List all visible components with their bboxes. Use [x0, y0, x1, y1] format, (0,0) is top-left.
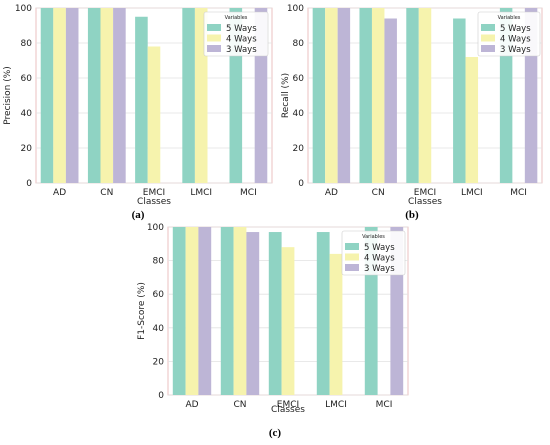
y-tick-label: 100 — [287, 4, 304, 14]
x-tick-label: LMCI — [461, 188, 483, 198]
legend-label-five-ways: 5 Ways — [226, 24, 257, 34]
bar-five-ways — [406, 8, 419, 183]
y-tick-label: 20 — [293, 144, 305, 154]
legend-label-five-ways: 5 Ways — [364, 243, 395, 253]
x-tick-label: AD — [53, 188, 66, 198]
bar-four-ways — [329, 253, 343, 395]
y-tick-label: 60 — [153, 290, 165, 300]
legend-swatch-three-ways — [481, 45, 495, 52]
x-axis-label: Classes — [137, 197, 171, 207]
bar-three-ways — [246, 232, 260, 395]
bar-four-ways — [100, 8, 114, 183]
bar-four-ways — [185, 227, 199, 395]
bar-four-ways — [281, 247, 295, 395]
legend-swatch-three-ways — [345, 264, 359, 271]
x-tick-label: CN — [233, 400, 246, 410]
chart-b: (b) 0 20 40 60 80 100 AD CN EMCI LMCI MCI Classes Re… — [281, 4, 543, 221]
x-tick-label: MCI — [240, 188, 257, 198]
x-tick-label: MCI — [510, 188, 527, 198]
bar-five-ways — [182, 8, 195, 183]
bar-four-ways — [53, 8, 66, 183]
y-tick-label: 20 — [21, 144, 33, 154]
bar-four-ways — [371, 8, 385, 183]
x-tick-label: MCI — [376, 400, 393, 410]
chart-a: (a) 0 20 40 60 80 100 AD CN EMCI LMCI MCI Classes Pr… — [3, 4, 273, 221]
legend-label-three-ways: 3 Ways — [364, 264, 395, 274]
y-tick-label: 60 — [293, 74, 305, 84]
legend-title: Variables — [362, 234, 385, 240]
y-tick-label: 100 — [147, 223, 164, 233]
bar-five-ways — [135, 16, 148, 183]
x-tick-label: CN — [372, 188, 385, 198]
chart-c: (c) 0 20 40 60 80 100 AD CN EMCI LMCI MCI Classes F1… — [137, 223, 409, 439]
x-tick-label: LMCI — [325, 400, 347, 410]
bar-three-ways — [65, 8, 79, 183]
y-tick-label: 80 — [21, 39, 33, 49]
bar-four-ways — [465, 57, 479, 183]
y-tick-label: 80 — [153, 257, 165, 267]
x-tick-label: LMCI — [190, 188, 212, 198]
legend-title: Variables — [498, 15, 521, 21]
legend-label-four-ways: 4 Ways — [226, 35, 257, 45]
y-tick-label: 0 — [158, 391, 164, 401]
y-tick-label: 100 — [15, 4, 32, 14]
y-tick-label: 80 — [293, 39, 305, 49]
bar-three-ways — [337, 8, 351, 183]
x-tick-label: EMCI — [277, 400, 299, 410]
caption-a: (a) — [132, 209, 145, 221]
bar-four-ways — [147, 46, 161, 183]
bar-five-ways — [40, 8, 54, 183]
bar-five-ways — [359, 8, 372, 183]
caption-c: (c) — [269, 427, 282, 439]
bar-three-ways — [113, 8, 126, 183]
legend-swatch-three-ways — [207, 45, 221, 52]
legend-swatch-five-ways — [345, 243, 359, 250]
y-tick-label: 60 — [21, 74, 33, 84]
bar-five-ways — [268, 232, 282, 395]
bar-five-ways — [172, 227, 186, 395]
y-axis-label: Recall (%) — [281, 73, 291, 118]
legend-swatch-five-ways — [481, 24, 495, 31]
x-axis-label: Classes — [408, 197, 442, 207]
bar-four-ways — [325, 8, 338, 183]
x-tick-label: EMCI — [414, 188, 436, 198]
x-tick-label: AD — [325, 188, 338, 198]
bar-five-ways — [312, 8, 326, 183]
legend-title: Variables — [225, 15, 248, 21]
y-tick-label: 20 — [153, 357, 165, 367]
legend-label-four-ways: 4 Ways — [500, 35, 531, 45]
y-tick-label: 40 — [21, 109, 33, 119]
legend-swatch-four-ways — [345, 253, 359, 261]
bar-four-ways — [233, 227, 247, 395]
y-axis-label: Precision (%) — [3, 66, 13, 125]
caption-b: (b) — [405, 209, 419, 221]
bar-five-ways — [220, 227, 234, 395]
bar-three-ways — [198, 227, 212, 395]
bar-three-ways — [384, 18, 397, 183]
legend-label-five-ways: 5 Ways — [500, 24, 531, 34]
legend-swatch-five-ways — [207, 24, 221, 31]
bar-five-ways — [316, 232, 330, 395]
bar-four-ways — [418, 8, 432, 183]
y-tick-label: 0 — [26, 179, 32, 189]
x-tick-label: AD — [185, 400, 198, 410]
bar-five-ways — [453, 18, 466, 183]
legend-label-three-ways: 3 Ways — [226, 45, 257, 55]
bar-five-ways — [87, 8, 101, 183]
x-axis-label: Classes — [271, 405, 305, 415]
x-tick-label: EMCI — [143, 188, 165, 198]
y-tick-label: 40 — [293, 109, 305, 119]
x-tick-label: CN — [100, 188, 113, 198]
y-tick-label: 40 — [153, 324, 165, 334]
y-tick-label: 0 — [298, 179, 304, 189]
y-axis-label: F1-Score (%) — [137, 282, 147, 340]
legend-swatch-four-ways — [207, 34, 221, 42]
legend-label-three-ways: 3 Ways — [500, 45, 531, 55]
legend-label-four-ways: 4 Ways — [364, 254, 395, 264]
legend-swatch-four-ways — [481, 34, 495, 42]
